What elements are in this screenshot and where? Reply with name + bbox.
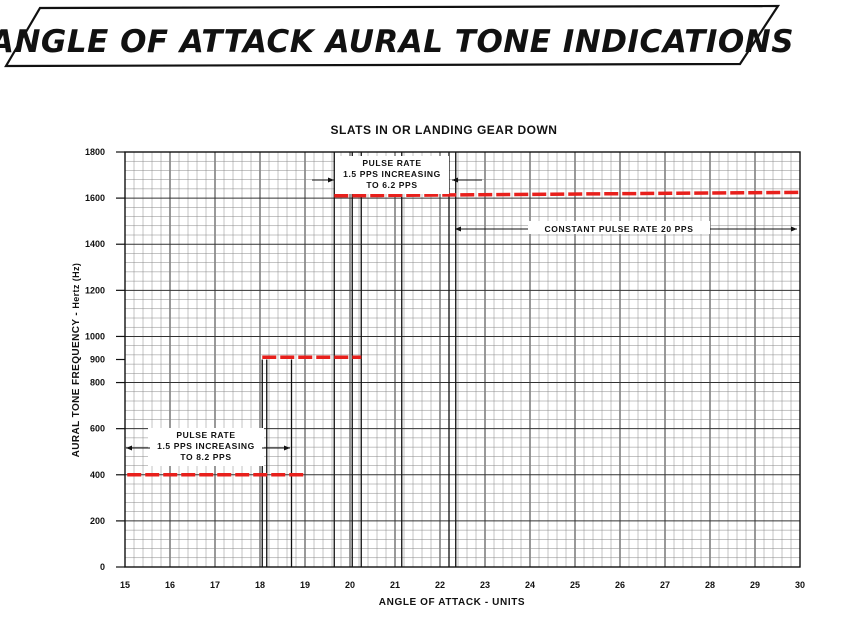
chart-title: SLATS IN OR LANDING GEAR DOWN [331, 123, 558, 137]
y-tick-label: 1600 [85, 193, 105, 203]
x-tick-label: 17 [210, 580, 220, 590]
arrow-constant-right-head [791, 226, 797, 232]
tone-segment [334, 190, 801, 198]
annotation-text: PULSE RATE [362, 158, 421, 168]
arrow-high-left-head [328, 177, 334, 183]
x-tick-label: 30 [795, 580, 805, 590]
y-tick-label: 400 [90, 470, 105, 480]
annotation-text: 1.5 PPS INCREASING [343, 169, 441, 179]
annotation-background [148, 428, 264, 466]
arrow-high-right-head [452, 177, 458, 183]
annotation-text: 1.5 PPS INCREASING [157, 441, 255, 451]
y-tick-label: 600 [90, 424, 105, 434]
arrow-low-right-head [284, 445, 290, 451]
title-banner: ANGLE OF ATTACK AURAL TONE INDICATIONS [0, 4, 794, 68]
y-tick-label: 800 [90, 378, 105, 388]
x-tick-label: 22 [435, 580, 445, 590]
annotation-constant: CONSTANT PULSE RATE 20 PPS [545, 224, 694, 234]
banner-frame [4, 4, 781, 68]
banner-title: ANGLE OF ATTACK AURAL TONE INDICATIONS [0, 24, 794, 60]
y-tick-label: 1000 [85, 331, 105, 341]
y-tick-label: 0 [100, 562, 105, 572]
annotation-constant-bg [528, 221, 710, 234]
y-axis-label-unit: Hertz (Hz) [71, 263, 81, 309]
y-axis-label-main: AURAL TONE FREQUENCY - [71, 309, 82, 458]
annotation-text: TO 6.2 PPS [366, 180, 417, 190]
x-tick-label: 27 [660, 580, 670, 590]
x-tick-label: 24 [525, 580, 535, 590]
y-tick-label: 1400 [85, 239, 105, 249]
y-tick-label: 1200 [85, 285, 105, 295]
annotation-text: PULSE RATE [176, 430, 235, 440]
annotation-background [335, 156, 449, 194]
x-tick-label: 29 [750, 580, 760, 590]
x-tick-label: 19 [300, 580, 310, 590]
arrow-constant-left-head [455, 226, 461, 232]
annotation-text: TO 8.2 PPS [180, 452, 231, 462]
x-tick-label: 15 [120, 580, 130, 590]
x-tick-label: 26 [615, 580, 625, 590]
x-tick-label: 28 [705, 580, 715, 590]
x-tick-label: 18 [255, 580, 265, 590]
ticks: 15 16 17 18 19 20 21 22 23 24 25 26 27 28 29 30 0 200 400 6… [85, 147, 805, 590]
x-tick-label: 16 [165, 580, 175, 590]
x-tick-label: 20 [345, 580, 355, 590]
y-tick-label: 1800 [85, 147, 105, 157]
y-tick-label: 200 [90, 516, 105, 526]
x-axis-label: ANGLE OF ATTACK - UNITS [379, 597, 525, 608]
x-tick-label: 23 [480, 580, 490, 590]
plot-frame [124, 151, 801, 568]
x-tick-label: 25 [570, 580, 580, 590]
x-tick-label: 21 [390, 580, 400, 590]
y-tick-label: 900 [90, 355, 105, 365]
arrow-low-left-head [126, 445, 132, 451]
grid [124, 151, 801, 568]
y-axis-label: AURAL TONE FREQUENCY - Hertz (Hz) [71, 263, 82, 458]
